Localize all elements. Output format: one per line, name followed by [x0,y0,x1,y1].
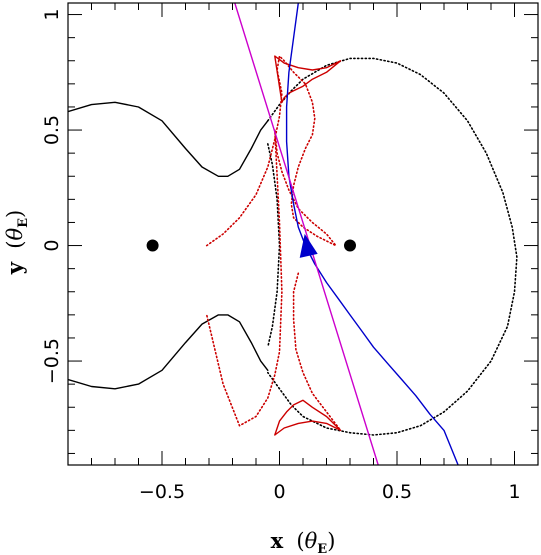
critical-curve-lower-left [68,314,269,390]
y-axis-title: y (θE) [2,210,31,276]
y-tick-label: 0 [41,240,63,252]
critical-curve-big-loop [266,57,518,436]
x-axis-title-theta: θ [305,529,318,553]
x-tick-label: 0.5 [382,481,412,503]
x-tick-label: −0.5 [139,481,185,503]
caustic-top-cusp [274,55,342,104]
source-trajectory [285,3,459,465]
plot-area [68,3,518,465]
y-tick-label: 1 [41,9,63,21]
caustic-bottom-cusp [274,399,342,436]
critical-curve-inner-arc [266,143,281,349]
caustic-right-lower [292,272,342,432]
x-axis-title-close: ) [327,529,335,553]
critical-curve-upper-left [68,101,269,178]
x-axis-title-sub: E [317,542,327,555]
y-tick-label: 0.5 [41,115,63,145]
y-axis-title-close: ) [3,210,27,218]
caustic-main [205,55,337,427]
y-axis-title-prefix: y [2,261,27,275]
lens-marker-1 [146,239,159,252]
lens-marker-2 [344,239,356,252]
plot-frame [67,2,539,466]
plot-curves [68,3,518,465]
y-axis-title-theta: θ [3,228,27,241]
x-axis-title-open: ( [296,529,304,553]
straight-trajectory [234,3,379,465]
axis-ticks: −0.5 0 0.5 1 −0.5 0 0.5 1 [41,3,539,503]
x-tick-label: 1 [508,481,520,503]
y-tick-label: −0.5 [41,338,63,384]
y-axis-title-open: ( [3,241,27,249]
y-axis-title-sub: E [16,218,31,228]
x-axis-title-prefix: x [271,528,284,553]
x-tick-label: 0 [273,481,285,503]
trajectory-arrowhead [299,233,318,258]
x-axis-title: x (θE) [271,528,336,555]
